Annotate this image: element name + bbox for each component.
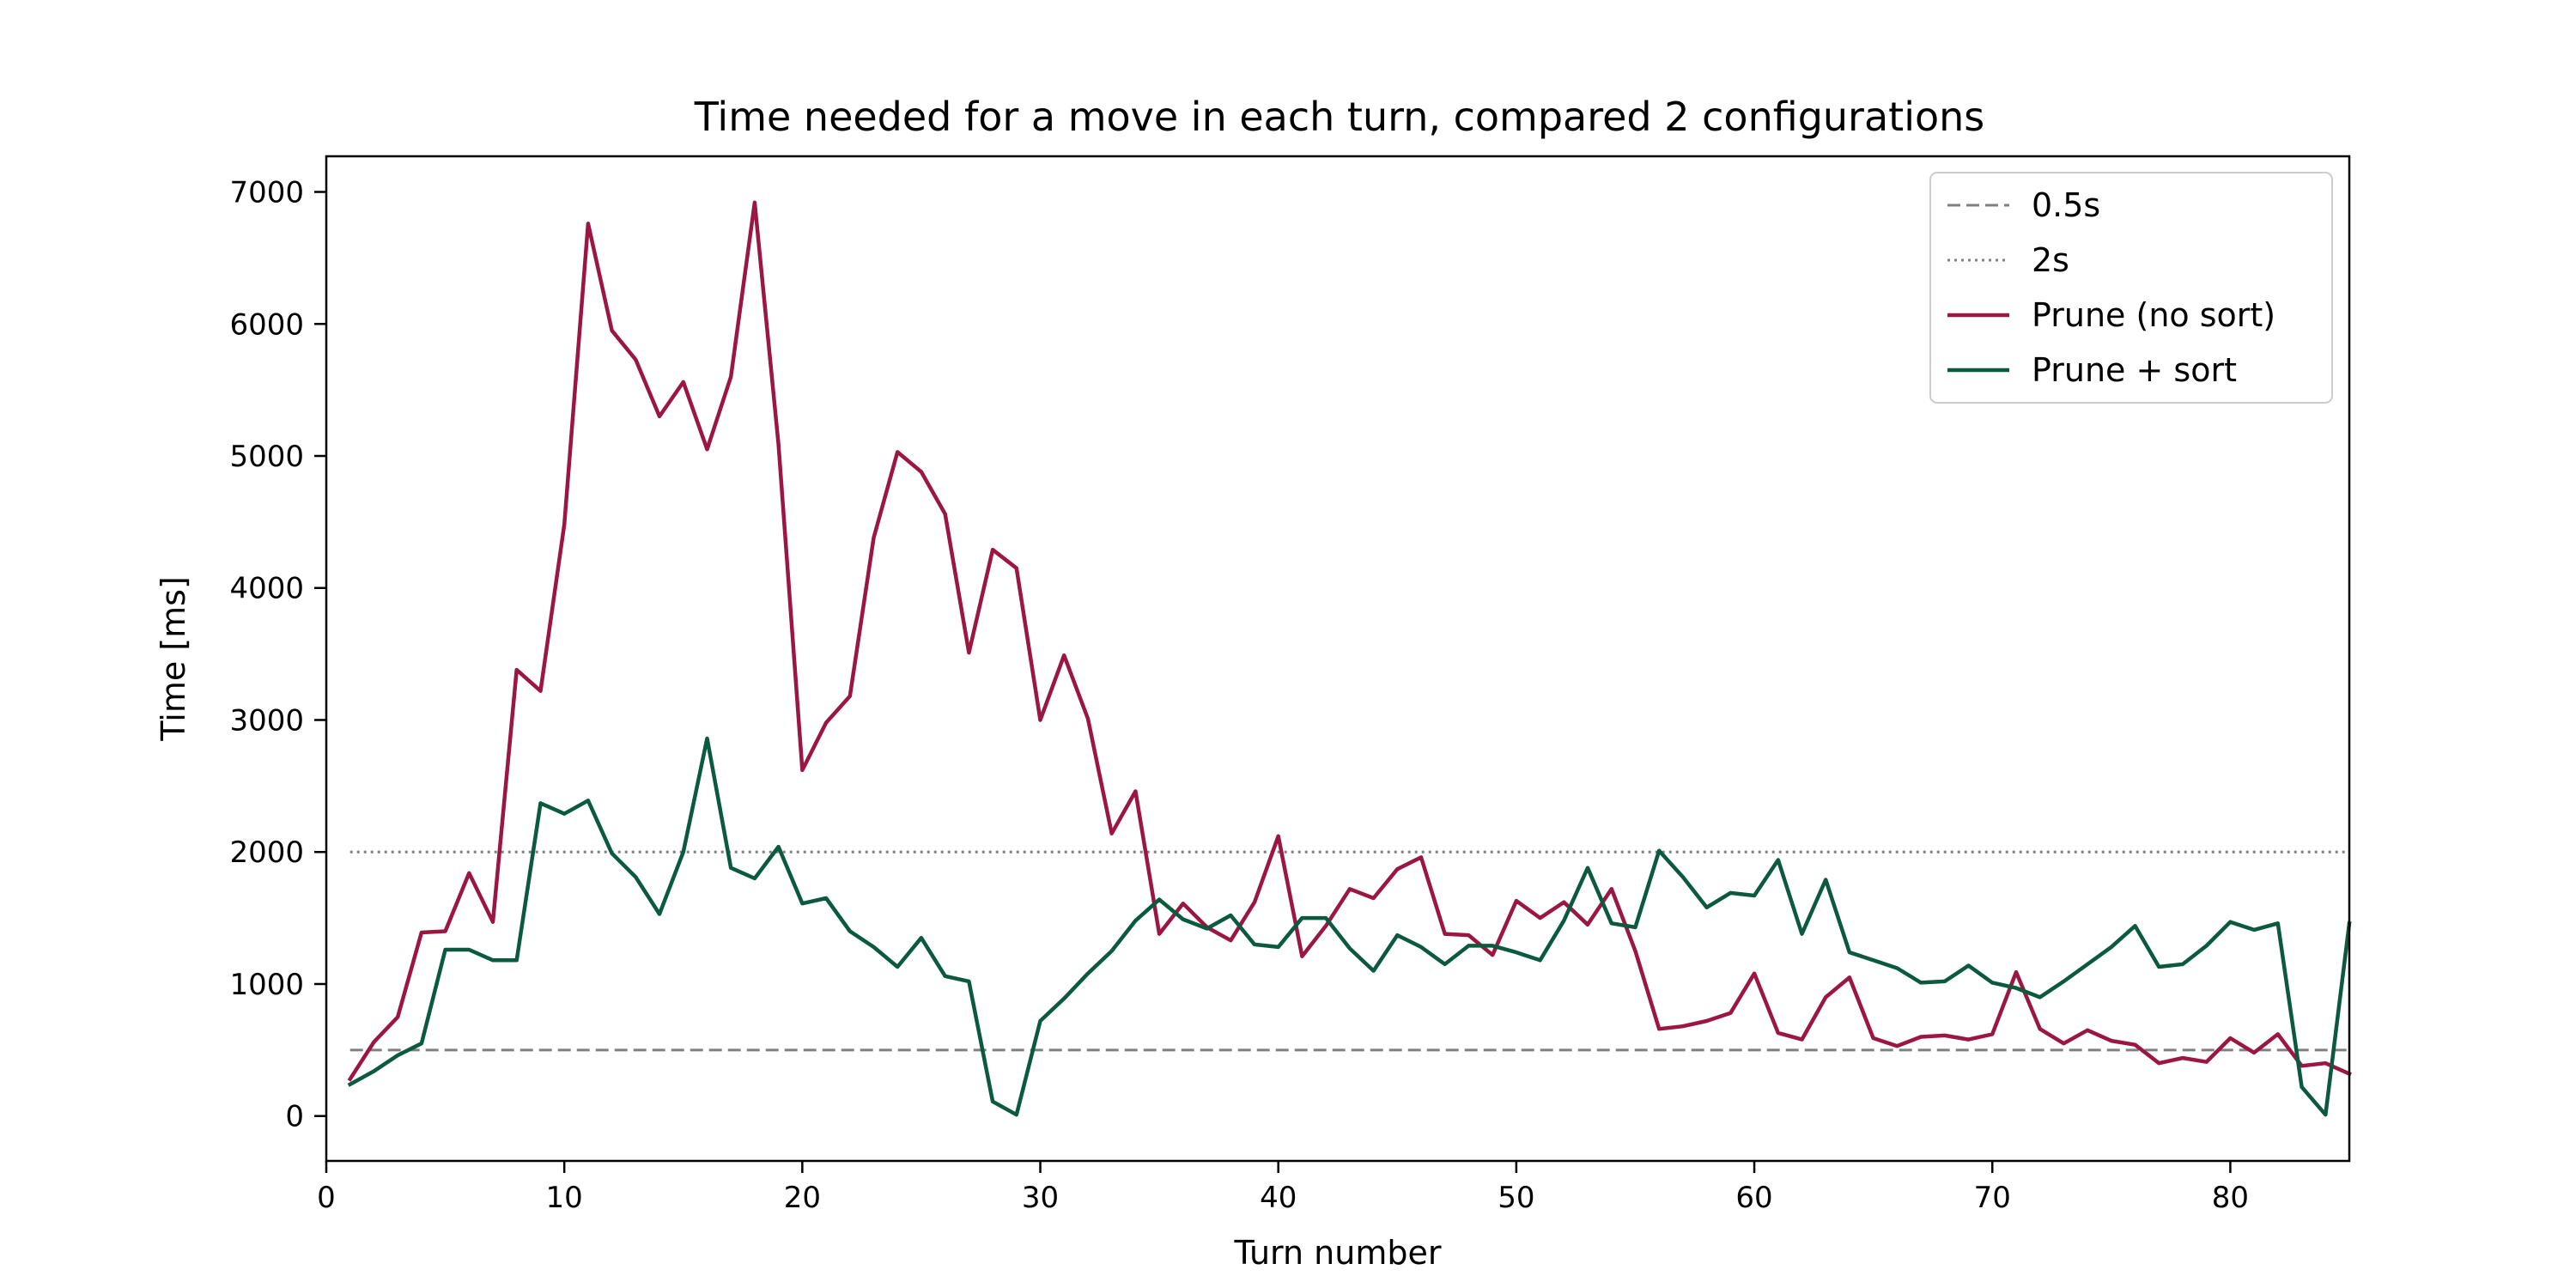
legend-label: 2s [2032,241,2069,279]
y-tick-label: 4000 [229,572,304,606]
series-line [347,200,2352,1082]
y-tick-label: 3000 [229,703,304,738]
y-tick-label: 6000 [229,307,304,342]
series-lines [347,200,2352,1117]
y-axis-label: Time [ms] [155,576,192,742]
x-tick-label: 70 [1974,1181,2011,1215]
x-tick-label: 0 [317,1181,336,1215]
y-tick-label: 2000 [229,835,304,870]
x-tick-label: 40 [1260,1181,1297,1215]
legend-label: Prune (no sort) [2032,296,2275,334]
reference-lines [349,850,2349,1052]
x-tick-label: 30 [1022,1181,1059,1215]
legend-label: 0.5s [2032,186,2100,224]
x-tick-label: 20 [784,1181,821,1215]
y-tick-label: 7000 [229,176,304,210]
legend: 0.5s 2s Prune (no sort) Prune + sort [1929,172,2333,404]
y-tick-label: 0 [285,1100,304,1134]
plot-frame [325,155,2351,1163]
x-tick-label: 10 [546,1181,583,1215]
x-axis-label: Turn number [1234,1234,1442,1272]
y-tick-label: 1000 [229,968,304,1002]
y-tick-label: 5000 [229,440,304,474]
y-axis-ticks: 0 1000 2000 3000 4000 5000 6000 7000 [229,176,326,1134]
series-line [347,736,2352,1117]
legend-label: Prune + sort [2032,351,2237,389]
x-tick-label: 80 [2212,1181,2249,1215]
legend-box [1929,172,2333,404]
x-tick-label: 60 [1735,1181,1772,1215]
x-tick-label: 50 [1498,1181,1534,1215]
chart-title: Time needed for a move in each turn, com… [694,94,1985,140]
x-axis-ticks: 0 10 20 30 40 50 60 70 80 [317,1161,2249,1215]
plot-area [347,200,2352,1117]
